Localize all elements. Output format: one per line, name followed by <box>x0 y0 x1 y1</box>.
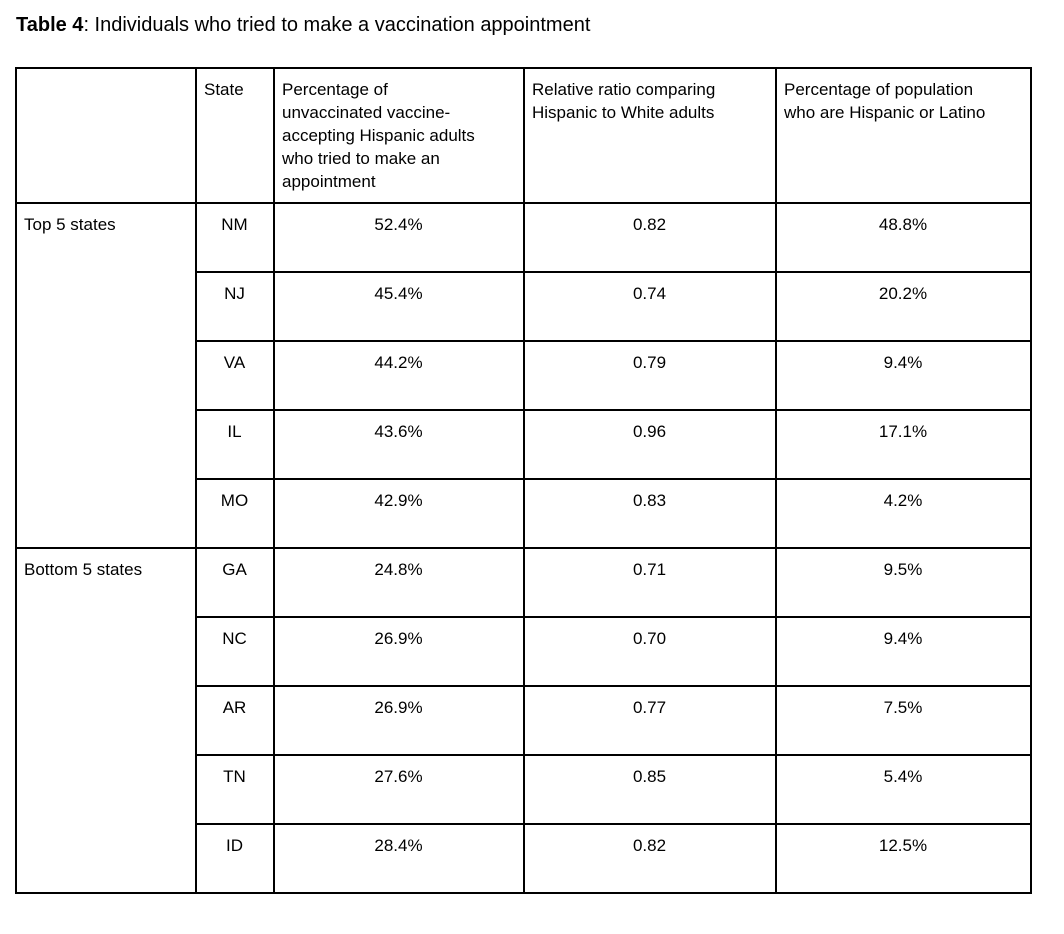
relative-ratio-cell: 0.83 <box>523 478 777 549</box>
pct-tried-cell: 27.6% <box>273 754 525 825</box>
pct-hispanic-cell: 9.5% <box>775 547 1032 618</box>
pct-tried-cell: 44.2% <box>273 340 525 411</box>
table-row: Top 5 states NM 52.4% 0.82 48.8% <box>15 202 1032 549</box>
column-header-pct-hispanic: Percentage of population who are Hispani… <box>775 67 1032 204</box>
pct-hispanic-cell: 12.5% <box>775 823 1032 894</box>
state-cell: NC <box>195 616 275 687</box>
pct-hispanic-cell: 4.2% <box>775 478 1032 549</box>
pct-tried-cell: 26.9% <box>273 685 525 756</box>
table-row: ID 28.4% 0.82 12.5% <box>16 823 1032 894</box>
relative-ratio-cell: 0.82 <box>523 823 777 894</box>
table-row: IL 43.6% 0.96 17.1% <box>16 409 1032 480</box>
state-cell: TN <box>195 754 275 825</box>
pct-tried-cell: 24.8% <box>273 547 525 618</box>
state-cell: GA <box>195 547 275 618</box>
relative-ratio-cell: 0.77 <box>523 685 777 756</box>
vaccination-appointment-table: State Percentage of unvaccinated vaccine… <box>15 67 1032 894</box>
table-row: TN 27.6% 0.85 5.4% <box>16 754 1032 825</box>
relative-ratio-cell: 0.79 <box>523 340 777 411</box>
state-cell: VA <box>195 340 275 411</box>
state-cell: ID <box>195 823 275 894</box>
table-row: NC 26.9% 0.70 9.4% <box>16 616 1032 687</box>
pct-hispanic-cell: 20.2% <box>775 271 1032 342</box>
relative-ratio-cell: 0.74 <box>523 271 777 342</box>
pct-tried-cell: 52.4% <box>273 202 525 273</box>
table-row: AR 26.9% 0.77 7.5% <box>16 685 1032 756</box>
column-header-state: State <box>195 67 275 204</box>
pct-hispanic-cell: 7.5% <box>775 685 1032 756</box>
table-caption-text: : Individuals who tried to make a vaccin… <box>83 14 591 36</box>
relative-ratio-cell: 0.82 <box>523 202 777 273</box>
state-cell: IL <box>195 409 275 480</box>
pct-hispanic-cell: 9.4% <box>775 616 1032 687</box>
pct-hispanic-cell: 9.4% <box>775 340 1032 411</box>
document-page: Table 4: Individuals who tried to make a… <box>0 13 1064 894</box>
table-row: Bottom 5 states GA 24.8% 0.71 9.5% <box>15 547 1032 894</box>
pct-hispanic-cell: 48.8% <box>775 202 1032 273</box>
table-row: VA 44.2% 0.79 9.4% <box>16 340 1032 411</box>
column-header-pct-tried: Percentage of unvaccinated vaccine- acce… <box>273 67 525 204</box>
table-row: NJ 45.4% 0.74 20.2% <box>16 271 1032 342</box>
group-label-bottom-5-states: Bottom 5 states <box>15 547 197 894</box>
pct-tried-cell: 45.4% <box>273 271 525 342</box>
table-row: MO 42.9% 0.83 4.2% <box>16 478 1032 549</box>
pct-tried-cell: 42.9% <box>273 478 525 549</box>
pct-tried-cell: 43.6% <box>273 409 525 480</box>
column-header-relative-ratio: Relative ratio comparing Hispanic to Whi… <box>523 67 777 204</box>
state-cell: NM <box>195 202 275 273</box>
pct-tried-cell: 28.4% <box>273 823 525 894</box>
relative-ratio-cell: 0.96 <box>523 409 777 480</box>
state-cell: NJ <box>195 271 275 342</box>
table-caption: Table 4: Individuals who tried to make a… <box>16 13 1064 37</box>
group-label-top-5-states: Top 5 states <box>15 202 197 549</box>
relative-ratio-cell: 0.85 <box>523 754 777 825</box>
state-cell: MO <box>195 478 275 549</box>
pct-hispanic-cell: 5.4% <box>775 754 1032 825</box>
state-cell: AR <box>195 685 275 756</box>
pct-hispanic-cell: 17.1% <box>775 409 1032 480</box>
table-caption-label: Table 4 <box>16 14 84 36</box>
relative-ratio-cell: 0.71 <box>523 547 777 618</box>
header-row: State Percentage of unvaccinated vaccine… <box>15 67 1032 204</box>
relative-ratio-cell: 0.70 <box>523 616 777 687</box>
pct-tried-cell: 26.9% <box>273 616 525 687</box>
column-header-group <box>15 67 197 204</box>
